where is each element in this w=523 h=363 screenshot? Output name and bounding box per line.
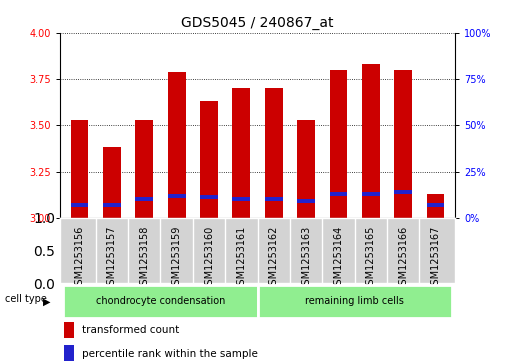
- Bar: [103, 203, 121, 207]
- Text: GSM1253164: GSM1253164: [334, 226, 344, 291]
- Text: GSM1253163: GSM1253163: [301, 226, 311, 291]
- Bar: [329, 70, 347, 218]
- Bar: [168, 72, 186, 218]
- Title: GDS5045 / 240867_at: GDS5045 / 240867_at: [181, 16, 334, 30]
- Bar: [63, 285, 258, 318]
- Text: GSM1253167: GSM1253167: [430, 226, 440, 291]
- Bar: [297, 199, 315, 203]
- Bar: [329, 192, 347, 196]
- Bar: [71, 120, 88, 218]
- Bar: [297, 120, 315, 218]
- Bar: [427, 203, 445, 207]
- Bar: [168, 193, 186, 197]
- Text: GSM1253161: GSM1253161: [236, 226, 246, 291]
- Text: GSM1253166: GSM1253166: [398, 226, 408, 291]
- Text: percentile rank within the sample: percentile rank within the sample: [82, 349, 258, 359]
- Bar: [200, 195, 218, 200]
- Bar: [64, 346, 74, 361]
- Bar: [394, 70, 412, 218]
- Bar: [265, 197, 282, 201]
- Text: GSM1253160: GSM1253160: [204, 226, 214, 291]
- Text: GSM1253158: GSM1253158: [139, 226, 149, 291]
- Bar: [64, 322, 74, 338]
- Bar: [103, 147, 121, 218]
- Bar: [265, 88, 282, 218]
- Bar: [257, 285, 452, 318]
- Bar: [427, 194, 445, 218]
- Text: GSM1253162: GSM1253162: [269, 226, 279, 291]
- Bar: [135, 120, 153, 218]
- Text: GSM1253159: GSM1253159: [172, 226, 181, 291]
- Text: GSM1253165: GSM1253165: [366, 226, 376, 291]
- Text: transformed count: transformed count: [82, 326, 179, 335]
- Bar: [200, 101, 218, 218]
- Text: remaining limb cells: remaining limb cells: [305, 295, 404, 306]
- Bar: [362, 64, 380, 218]
- Bar: [135, 197, 153, 201]
- Text: chondrocyte condensation: chondrocyte condensation: [96, 295, 225, 306]
- Bar: [71, 203, 88, 207]
- Bar: [233, 88, 251, 218]
- Text: cell type: cell type: [5, 294, 47, 305]
- Bar: [362, 192, 380, 196]
- Text: GSM1253156: GSM1253156: [75, 226, 85, 291]
- Bar: [233, 197, 251, 201]
- Text: ▶: ▶: [43, 296, 51, 306]
- Bar: [394, 190, 412, 194]
- Text: GSM1253157: GSM1253157: [107, 226, 117, 291]
